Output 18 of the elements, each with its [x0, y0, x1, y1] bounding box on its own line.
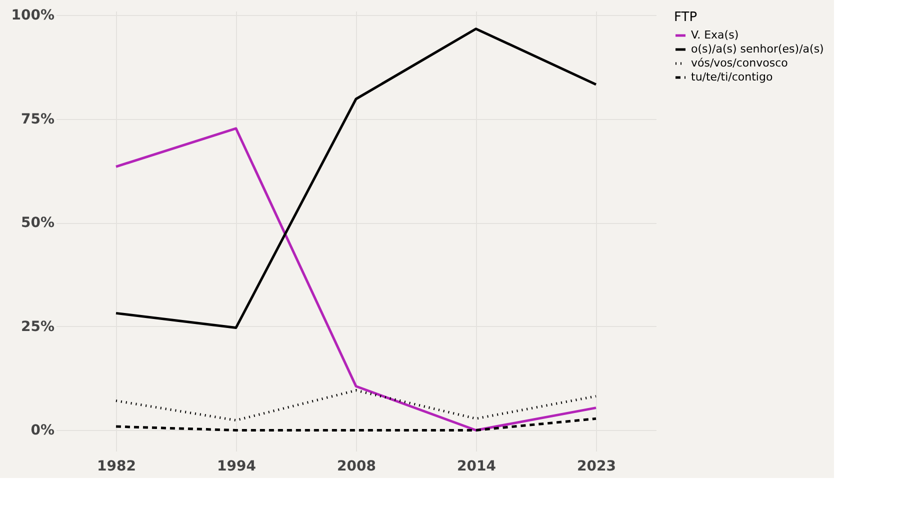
x-tick-label: 2023 [577, 458, 616, 474]
line-series [114, 389, 598, 422]
x-tick-label: 2014 [457, 458, 496, 474]
y-tick-label: 100% [11, 8, 54, 24]
y-tick-label: 0% [30, 422, 54, 439]
line-series [114, 28, 598, 329]
legend-label: o(s)/a(s) senhor(es)/a(s) [691, 42, 824, 56]
y-tick-label: 75% [20, 111, 54, 128]
legend-title: FTP [674, 10, 698, 25]
legend-label: vós/vos/convosco [691, 56, 788, 70]
x-tick-label: 1982 [97, 458, 136, 474]
legend-label: V. Exa(s) [691, 28, 739, 42]
line-series [114, 127, 598, 432]
x-tick-label: 1994 [217, 458, 256, 474]
x-tick-label: 2008 [337, 458, 376, 474]
y-tick-label: 25% [20, 318, 54, 335]
y-tick-label: 50% [20, 215, 54, 232]
legend-label: tu/te/ti/contigo [691, 70, 773, 84]
